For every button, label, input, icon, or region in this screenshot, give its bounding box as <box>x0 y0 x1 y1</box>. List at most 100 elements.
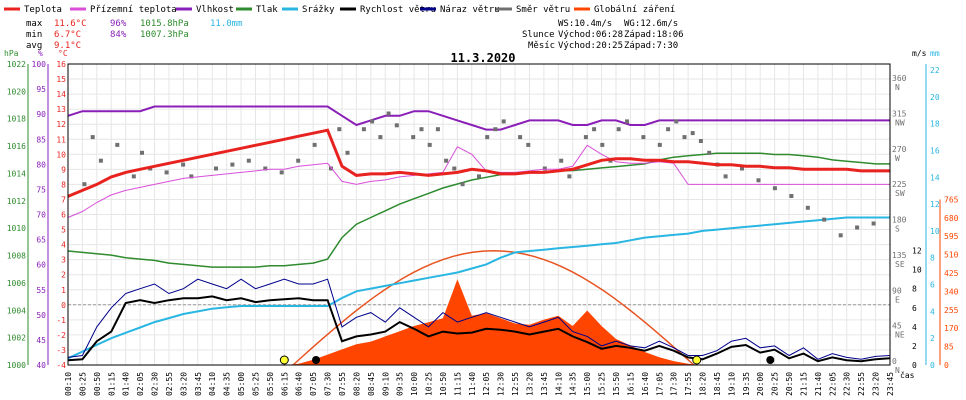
x-tick-17: 07:05 <box>309 372 318 396</box>
wm2-tick-0: 0 <box>944 361 949 370</box>
temp-tick-8: 4 <box>61 241 66 250</box>
pct-tick-9: 85 <box>36 135 46 144</box>
chart-title: 11.3.2020 <box>450 51 515 65</box>
hpa-tick-5: 1010 <box>7 224 26 233</box>
hpa-tick-4: 1008 <box>7 252 26 261</box>
x-tick-51: 21:15 <box>799 372 808 396</box>
x-tick-29: 12:05 <box>482 372 491 396</box>
wind-dir-point-26 <box>419 127 424 132</box>
pct-tick-2: 50 <box>36 311 46 320</box>
pct-tick-0: 40 <box>36 361 46 370</box>
temp-tick-6: 2 <box>61 271 66 280</box>
pct-tick-3: 55 <box>36 286 46 295</box>
x-tick-11: 04:35 <box>223 372 232 396</box>
x-tick-32: 13:20 <box>525 372 534 396</box>
legend-label-8: Globální záření <box>594 5 675 15</box>
series-ground-temp <box>67 144 890 218</box>
wind-dir-point-11 <box>230 162 235 167</box>
temp-tick-19: 15 <box>56 75 66 84</box>
unit-hpa: hPa <box>4 49 19 58</box>
x-tick-36: 15:00 <box>583 372 592 396</box>
temp-tick-17: 13 <box>56 105 66 114</box>
legend-label-5: Rychlost větru <box>360 5 436 15</box>
wind-dir-point-10 <box>214 166 218 171</box>
x-tick-37: 15:25 <box>598 372 607 396</box>
astro-info: WS:10.4m/s WG:12.6m/s Slunce Východ:06:2… <box>522 19 684 51</box>
moonrise-marker <box>766 356 775 364</box>
wind-dir-point-5 <box>140 150 144 155</box>
hpa-tick-0: 1000 <box>7 361 26 370</box>
wind-dir-point-16 <box>312 142 317 147</box>
temp-tick-5: 1 <box>61 286 66 295</box>
stats-block: max 11.6°C 96% 1015.8hPa 11.0mm min 6.7°… <box>26 19 243 51</box>
wm2-tick-4: 340 <box>944 287 959 296</box>
wind-dir-point-29 <box>444 158 449 163</box>
solar-area <box>68 279 890 365</box>
x-tick-34: 14:10 <box>554 372 563 396</box>
x-tick-57: 23:45 <box>886 372 895 396</box>
stat-avg-temp: 9.1°C <box>54 41 81 51</box>
plot-frame <box>67 63 891 366</box>
stat-max-label: max <box>26 19 43 29</box>
dir-tick-8: 360 <box>892 74 907 83</box>
x-tick-30: 12:30 <box>497 372 506 396</box>
temp-tick-14: 10 <box>56 150 66 159</box>
x-tick-45: 18:45 <box>713 372 722 396</box>
dir-label-8: N <box>895 83 900 92</box>
wind-dir-point-0 <box>82 182 87 187</box>
hpa-tick-3: 1006 <box>7 279 26 288</box>
pct-tick-6: 70 <box>36 211 46 220</box>
x-tick-56: 23:20 <box>872 372 881 396</box>
legend-label-6: Náraz větru <box>440 5 500 15</box>
x-tick-3: 01:15 <box>107 372 116 396</box>
unit-ms: m/s <box>912 49 927 58</box>
wind-dir-point-35 <box>501 119 506 124</box>
stat-min-temp: 6.7°C <box>54 30 81 40</box>
mm-tick-11: 22 <box>930 66 940 75</box>
hpa-tick-11: 1022 <box>7 60 26 69</box>
temp-tick-9: 5 <box>61 226 66 235</box>
mm-tick-9: 18 <box>930 120 940 129</box>
info-wg: WG:12.6m/s <box>624 19 678 29</box>
axes-group: 1000100210041006100810101012101410161018… <box>7 60 959 396</box>
x-tick-25: 10:25 <box>425 372 434 396</box>
wm2-tick-7: 595 <box>944 232 959 241</box>
x-tick-35: 14:35 <box>569 372 578 396</box>
hpa-tick-8: 1016 <box>7 142 26 151</box>
legend-label-7: Směr větru <box>516 5 570 15</box>
x-tick-44: 18:20 <box>699 372 708 396</box>
unit-mm: mm <box>930 49 940 58</box>
x-tick-54: 22:30 <box>843 372 852 396</box>
moonset-marker <box>312 356 321 364</box>
wind-dir-point-53 <box>690 131 695 136</box>
info-sun-label: Slunce <box>522 30 555 40</box>
temp-tick-20: 16 <box>56 60 66 69</box>
x-tick-2: 00:50 <box>93 372 102 396</box>
wm2-tick-8: 680 <box>944 214 959 223</box>
temp-tick-7: 3 <box>61 256 66 265</box>
wind-dir-point-34 <box>493 127 498 132</box>
wind-dir-point-66 <box>871 221 876 226</box>
x-tick-14: 05:50 <box>266 372 275 396</box>
ms-tick-5: 10 <box>912 266 922 275</box>
wind-dir-point-2 <box>98 158 103 163</box>
x-tick-7: 02:55 <box>165 372 174 396</box>
x-tick-31: 12:55 <box>511 372 520 396</box>
legend-label-2: Vlhkost <box>196 5 234 15</box>
x-tick-6: 02:30 <box>151 372 160 396</box>
temp-tick-1: -3 <box>56 346 66 355</box>
wind-dir-point-51 <box>674 119 679 124</box>
x-tick-21: 08:45 <box>367 372 376 396</box>
wind-dir-point-49 <box>657 142 662 147</box>
wind-dir-point-50 <box>666 127 671 132</box>
mm-tick-0: 0 <box>930 361 935 370</box>
wind-dir-point-27 <box>427 142 432 147</box>
x-tick-49: 20:25 <box>771 372 780 396</box>
temp-tick-11: 7 <box>61 195 66 204</box>
dir-label-3: SE <box>895 260 905 269</box>
wind-dir-point-52 <box>682 135 687 140</box>
stat-avg-label: avg <box>26 41 42 51</box>
x-tick-40: 16:40 <box>641 372 650 396</box>
info-moon-set: Západ:7:30 <box>624 41 678 51</box>
series-humidity <box>67 105 890 131</box>
